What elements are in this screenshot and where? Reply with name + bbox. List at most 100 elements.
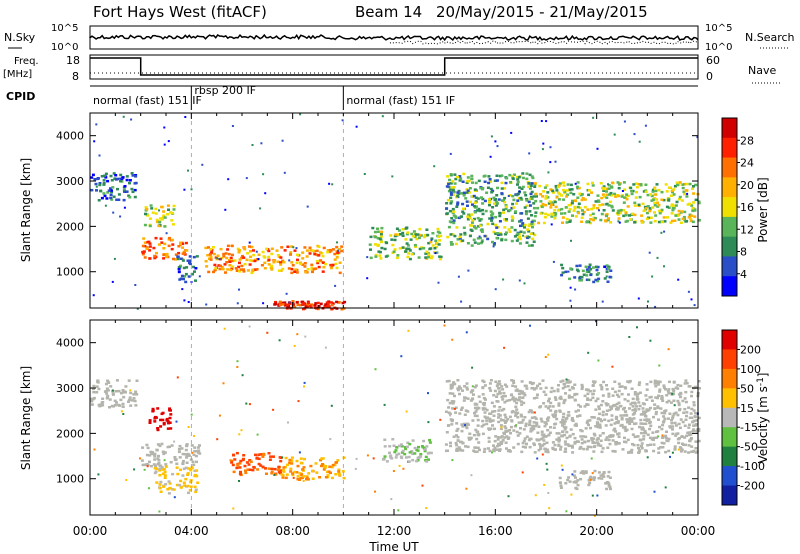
heatmap-cell — [638, 381, 642, 384]
heatmap-cell — [605, 202, 609, 206]
heatmap-cell — [551, 446, 555, 450]
heatmap-cell — [185, 456, 189, 459]
heatmap-cell — [159, 217, 162, 220]
heatmap-cell — [471, 219, 475, 222]
heatmap-noise-cell — [173, 496, 176, 499]
heatmap-cell — [613, 192, 617, 196]
colorbar-swatch — [722, 368, 737, 389]
heatmap-cell — [528, 419, 532, 423]
heatmap-cell — [530, 428, 534, 432]
heatmap-cell — [162, 257, 166, 260]
heatmap-cell — [569, 191, 573, 195]
heatmap-cell — [672, 188, 676, 191]
heatmap-noise-cell — [354, 467, 357, 470]
colorbar-swatch — [722, 137, 737, 159]
heatmap-cell — [473, 241, 477, 244]
heatmap-cell — [333, 258, 337, 261]
heatmap-cell — [602, 475, 606, 478]
heatmap-cell — [177, 450, 181, 454]
heatmap-cell — [263, 256, 267, 259]
heatmap-cell — [592, 478, 596, 482]
heatmap-cell — [505, 435, 509, 438]
heatmap-cell — [177, 251, 181, 255]
heatmap-cell — [169, 413, 173, 416]
heatmap-cell — [129, 404, 133, 407]
heatmap-cell — [337, 301, 341, 304]
heatmap-cell — [466, 397, 470, 400]
heatmap-cell — [295, 271, 299, 274]
heatmap-cell — [164, 463, 168, 466]
heatmap-cell — [660, 208, 664, 212]
heatmap-cell — [520, 198, 524, 201]
heatmap-cell — [476, 424, 480, 427]
heatmap-cell — [462, 422, 466, 426]
heatmap-cell — [521, 396, 525, 399]
heatmap-cell — [510, 226, 514, 229]
heatmap-noise-cell — [565, 510, 568, 513]
heatmap-cell — [251, 259, 255, 263]
heatmap-cell — [569, 428, 573, 431]
heatmap-noise-cell — [187, 301, 190, 303]
heatmap-cell — [486, 237, 490, 241]
heatmap-cell — [645, 418, 649, 421]
heatmap-cell — [472, 393, 475, 396]
heatmap-noise-cell — [190, 188, 193, 191]
heatmap-cell — [677, 393, 681, 396]
heatmap-cell — [242, 457, 245, 461]
heatmap-cell — [420, 246, 424, 249]
heatmap-cell — [516, 416, 520, 419]
heatmap-cell — [257, 457, 261, 461]
heatmap-cell — [306, 268, 310, 271]
heatmap-cell — [587, 270, 591, 273]
heatmap-cell — [544, 422, 548, 426]
heatmap-cell — [562, 198, 566, 201]
heatmap-cell — [636, 443, 640, 447]
heatmap-cell — [243, 247, 247, 251]
heatmap-noise-cell — [372, 457, 375, 460]
heatmap-cell — [317, 254, 321, 257]
heatmap-cell — [407, 460, 411, 463]
heatmap-cell — [586, 182, 590, 186]
heatmap-cell — [285, 303, 289, 306]
heatmap-noise-cell — [336, 241, 338, 244]
heatmap-noise-cell — [611, 365, 614, 368]
heatmap-cell — [186, 473, 190, 476]
heatmap-cell — [629, 186, 633, 190]
heatmap-noise-cell — [262, 173, 265, 176]
heatmap-cell — [524, 194, 528, 197]
heatmap-cell — [660, 411, 664, 415]
heatmap-cell — [531, 225, 534, 229]
heatmap-cell — [449, 241, 453, 244]
y-tick-label: 3000 — [56, 382, 84, 395]
heatmap-cell — [575, 264, 579, 268]
heatmap-cell — [472, 194, 476, 198]
heatmap-cell — [586, 403, 590, 406]
heatmap-cell — [537, 425, 541, 428]
heatmap-cell — [423, 235, 427, 239]
heatmap-cell — [428, 441, 432, 444]
heatmap-noise-cell — [304, 335, 307, 338]
heatmap-cell — [224, 271, 227, 274]
heatmap-cell — [562, 184, 566, 187]
x-tick-label: 20:00 — [579, 524, 614, 538]
heatmap-cell — [580, 429, 584, 433]
heatmap-cell — [487, 436, 491, 440]
heatmap-cell — [664, 388, 667, 391]
heatmap-cell — [512, 381, 516, 384]
heatmap-cell — [588, 419, 592, 422]
heatmap-cell — [507, 436, 511, 439]
heatmap-cell — [192, 463, 196, 467]
heatmap-cell — [541, 379, 545, 382]
heatmap-cell — [158, 444, 162, 448]
heatmap-cell — [167, 492, 171, 495]
heatmap-cell — [461, 389, 464, 392]
heatmap-cell — [657, 418, 660, 421]
heatmap-noise-cell — [518, 190, 521, 193]
heatmap-cell — [429, 451, 433, 455]
heatmap-cell — [495, 194, 499, 197]
heatmap-cell — [475, 403, 479, 406]
heatmap-noise-cell — [112, 211, 115, 214]
heatmap-cell — [460, 215, 463, 218]
heatmap-cell — [596, 265, 600, 269]
heatmap-noise-cell — [146, 465, 149, 468]
